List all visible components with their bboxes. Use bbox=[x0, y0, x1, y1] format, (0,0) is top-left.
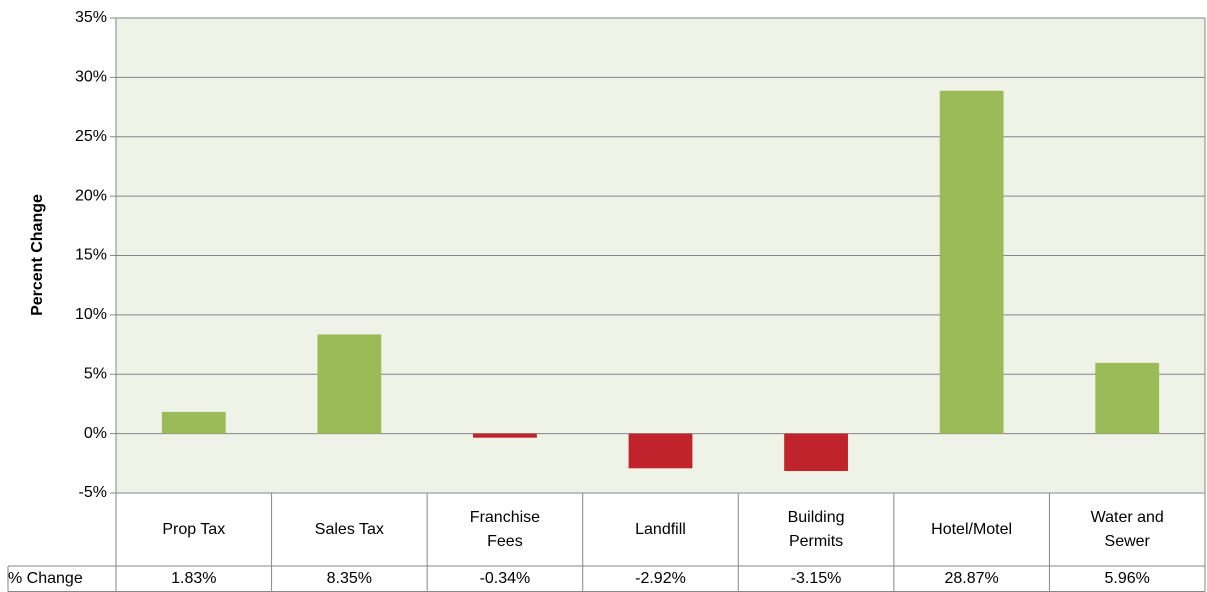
bar bbox=[628, 433, 693, 469]
y-tick-label: 0% bbox=[84, 425, 107, 442]
value-label: -2.92% bbox=[583, 566, 739, 592]
y-tick-label: 10% bbox=[75, 306, 107, 323]
bar bbox=[784, 433, 848, 472]
category-label-text: Prop Tax bbox=[162, 520, 226, 538]
category-label-text: Hotel/Motel bbox=[931, 520, 1013, 538]
category-label-text: Building Permits bbox=[787, 508, 845, 550]
y-tick-label: 25% bbox=[75, 128, 107, 145]
y-tick-label: 5% bbox=[84, 365, 107, 382]
category-label-text: Franchise Fees bbox=[469, 508, 541, 550]
y-axis-title: Percent Change bbox=[29, 194, 46, 316]
bar bbox=[317, 334, 382, 434]
value-label: -0.34% bbox=[427, 566, 583, 592]
value-label-text: -0.34% bbox=[479, 569, 531, 587]
value-label: -3.15% bbox=[738, 566, 894, 592]
y-tick-label: 35% bbox=[75, 9, 107, 26]
value-label: 8.35% bbox=[272, 566, 428, 592]
value-label: 1.83% bbox=[116, 566, 272, 592]
value-label-text: 28.87% bbox=[944, 569, 999, 587]
category-label: Water and Sewer bbox=[1049, 493, 1205, 566]
y-tick-label: 15% bbox=[75, 247, 107, 264]
value-label-text: 8.35% bbox=[326, 569, 373, 587]
series-name-text: % Change bbox=[8, 569, 83, 587]
y-tick-label: 20% bbox=[75, 187, 107, 204]
category-label: Prop Tax bbox=[116, 493, 272, 566]
bar bbox=[939, 90, 1004, 434]
category-label: Franchise Fees bbox=[427, 493, 583, 566]
category-label: Hotel/Motel bbox=[894, 493, 1050, 566]
category-label-text: Water and Sewer bbox=[1090, 508, 1164, 550]
category-label-text: Landfill bbox=[635, 520, 686, 538]
value-label: 5.96% bbox=[1049, 566, 1205, 592]
value-label: 28.87% bbox=[894, 566, 1050, 592]
value-label-text: -3.15% bbox=[790, 569, 842, 587]
category-label: Sales Tax bbox=[272, 493, 428, 566]
series-name: % Change bbox=[8, 566, 116, 592]
bar bbox=[161, 411, 226, 434]
category-label: Landfill bbox=[583, 493, 739, 566]
value-label-text: 1.83% bbox=[171, 569, 217, 587]
bar bbox=[1095, 362, 1160, 434]
value-label-text: -2.92% bbox=[635, 569, 686, 587]
value-label-text: 5.96% bbox=[1104, 569, 1150, 587]
bar bbox=[473, 433, 537, 438]
y-tick-label: -5% bbox=[79, 484, 107, 501]
category-label: Building Permits bbox=[738, 493, 894, 566]
y-tick-label: 30% bbox=[75, 69, 107, 86]
category-label-text: Sales Tax bbox=[314, 520, 384, 538]
